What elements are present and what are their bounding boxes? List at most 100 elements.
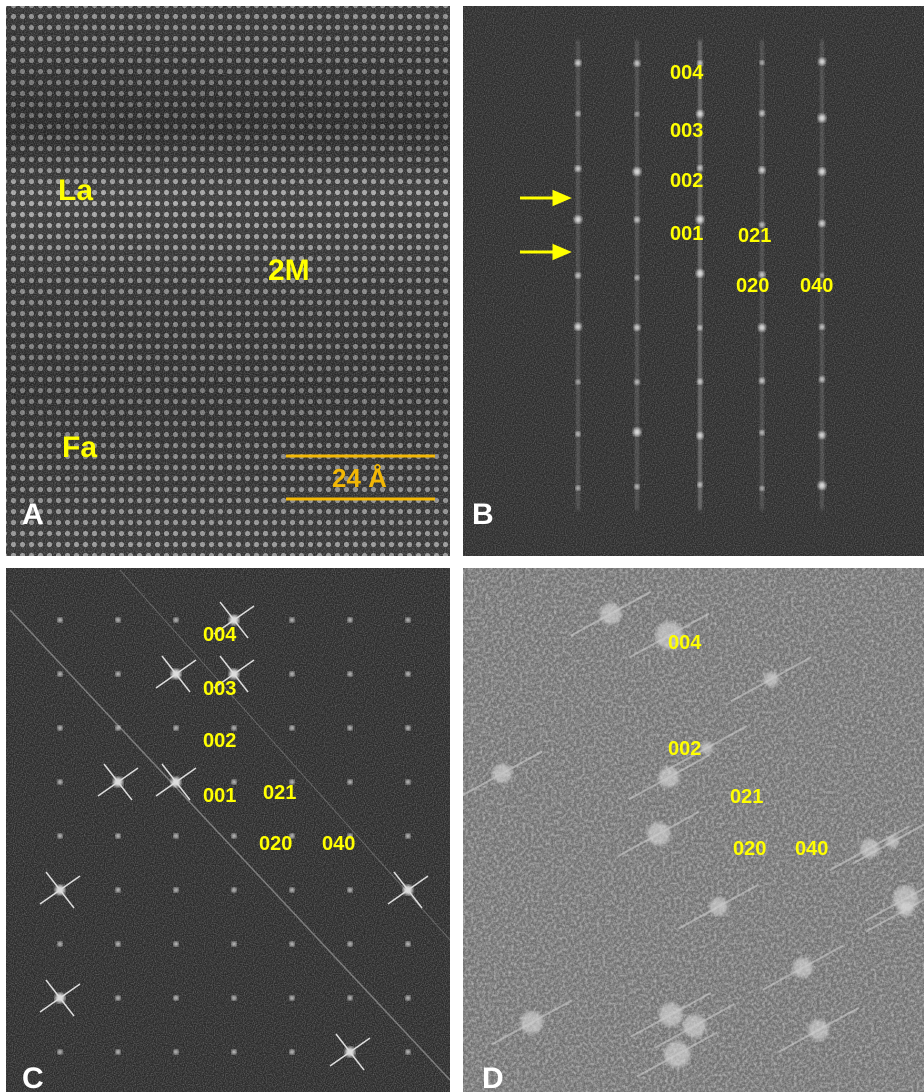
streak [635, 40, 639, 510]
spot [290, 996, 295, 1001]
diffraction-label: 021 [730, 786, 763, 808]
spot [232, 1050, 237, 1055]
spot [232, 834, 237, 839]
diffraction-label: 021 [263, 782, 296, 804]
spot [633, 168, 641, 176]
spot [575, 60, 581, 66]
spot [406, 996, 411, 1001]
spot [697, 432, 704, 439]
spot [348, 996, 353, 1001]
spot [576, 111, 581, 116]
spot [406, 618, 411, 623]
spot [575, 166, 581, 172]
diffraction-label: 001 [203, 785, 236, 807]
spot [576, 380, 580, 384]
spot [116, 672, 121, 677]
spot [575, 273, 581, 279]
spot [406, 780, 411, 785]
spot [58, 672, 63, 677]
spot [116, 618, 121, 623]
spot [116, 834, 121, 839]
panel-c: 004003002001021020040C [6, 568, 450, 1092]
spot [348, 672, 353, 677]
spot [406, 672, 411, 677]
diffraction-label: 002 [203, 730, 236, 752]
spot [290, 726, 295, 731]
spot [635, 484, 640, 489]
spot [634, 324, 640, 330]
spot [635, 112, 639, 116]
spot [348, 942, 353, 947]
spot [697, 379, 703, 385]
spot [634, 217, 640, 223]
spot [174, 834, 179, 839]
diffraction-label: 020 [733, 838, 766, 860]
spot [406, 942, 411, 947]
spot [574, 216, 582, 224]
spot [174, 726, 179, 731]
spot [760, 486, 765, 491]
spot [759, 110, 765, 116]
spot [406, 834, 411, 839]
spot [290, 1050, 295, 1055]
diffraction-label: 004 [668, 632, 702, 654]
spot [116, 942, 121, 947]
spot [819, 220, 826, 227]
scale-bar-label: 24 Å [332, 463, 387, 493]
spot [116, 1050, 121, 1055]
spot [232, 780, 237, 785]
spot [819, 432, 826, 439]
spot [760, 430, 765, 435]
panel-letter: B [472, 498, 494, 531]
spot [348, 780, 353, 785]
diffraction-label: 020 [736, 275, 769, 297]
spot [406, 1050, 411, 1055]
spot [818, 114, 826, 122]
diffraction-label: 001 [670, 223, 703, 245]
spot [58, 780, 63, 785]
spot [574, 323, 581, 330]
spot [290, 672, 295, 677]
spot [174, 888, 179, 893]
diffraction-label: 004 [670, 62, 704, 84]
diffraction-label: 040 [795, 838, 828, 860]
diffraction-label: 002 [670, 170, 703, 192]
spot [576, 486, 581, 491]
spot [290, 942, 295, 947]
panel-letter: C [22, 1062, 44, 1092]
spot [174, 942, 179, 947]
spot [818, 168, 825, 175]
page: 24 Å La2MFaA 004 003 002 001 021 020 040 B 004 0… [0, 0, 924, 1092]
spot [232, 888, 237, 893]
spot [58, 618, 63, 623]
spot [174, 996, 179, 1001]
spot [759, 378, 765, 384]
spot [58, 942, 63, 947]
spot [290, 888, 295, 893]
spot [116, 888, 121, 893]
spot [348, 618, 353, 623]
diffraction-label: 003 [670, 120, 703, 142]
spot [634, 60, 640, 66]
spot [698, 325, 703, 330]
diffraction-label: 004 [203, 624, 237, 646]
spot [290, 618, 295, 623]
spot [232, 996, 237, 1001]
spot [232, 942, 237, 947]
spot [635, 275, 640, 280]
spot [406, 726, 411, 731]
spot [58, 834, 63, 839]
spot [819, 377, 825, 383]
spot [633, 428, 641, 436]
figure: 24 Å La2MFaA 004 003 002 001 021 020 040 B 004 0… [0, 0, 924, 1092]
spot [696, 270, 704, 278]
panel-letter: D [482, 1062, 504, 1092]
spot [576, 432, 581, 437]
spot [819, 324, 824, 329]
diffraction-label: Fa [62, 431, 97, 464]
spot [58, 726, 63, 731]
spot [174, 1050, 179, 1055]
